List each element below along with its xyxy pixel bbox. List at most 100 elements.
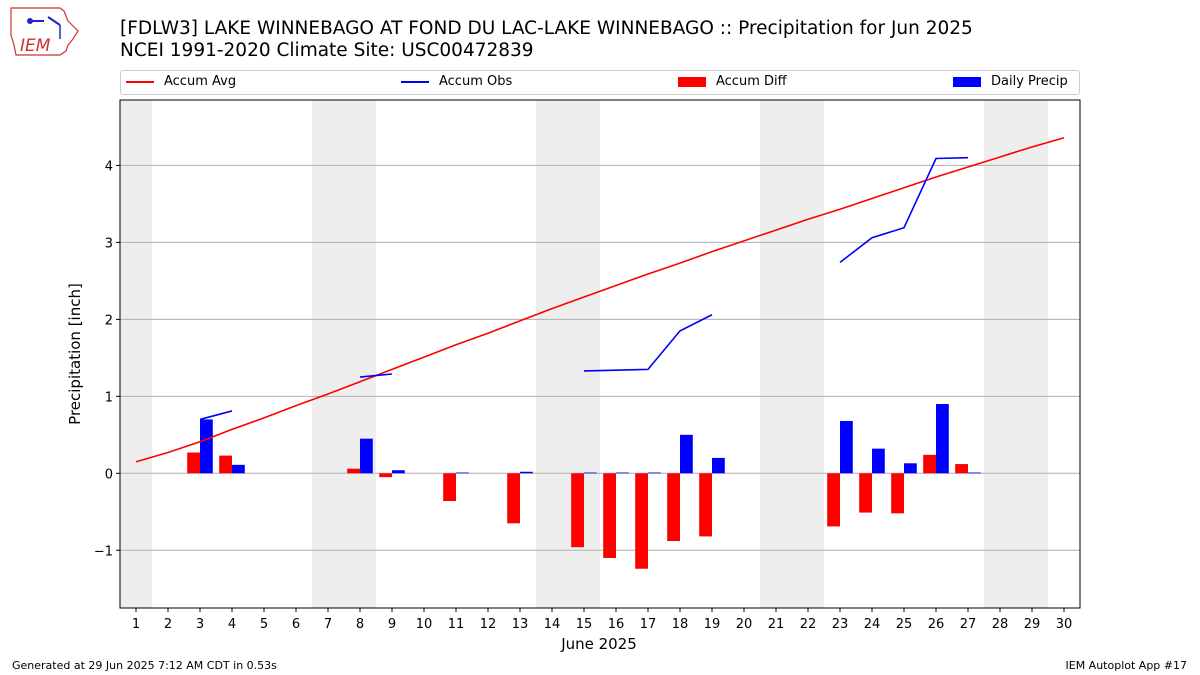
daily-precip-bar-day-26 xyxy=(936,404,949,474)
accum-diff-bar-day-13 xyxy=(507,473,520,524)
legend-item-accum-obs: Accum Obs xyxy=(401,74,512,89)
y-tick-label-0: 0 xyxy=(105,467,113,482)
legend-swatch-accum-obs xyxy=(401,80,429,83)
daily-precip-bar-day-13 xyxy=(520,471,533,474)
x-tick-label-24: 24 xyxy=(864,617,881,632)
x-tick-label-7: 7 xyxy=(324,617,332,632)
x-tick-label-27: 27 xyxy=(960,617,977,632)
accum-diff-bar-day-17 xyxy=(635,473,648,569)
daily-precip-bar-day-25 xyxy=(904,463,917,474)
accum-diff-bar-day-23 xyxy=(827,473,840,527)
weekend-shading xyxy=(120,100,1048,608)
accum-diff-bar-day-3 xyxy=(187,452,200,474)
x-tick-label-25: 25 xyxy=(896,617,913,632)
x-tick-label-21: 21 xyxy=(768,617,785,632)
x-tick-label-12: 12 xyxy=(480,617,497,632)
x-tick-label-3: 3 xyxy=(196,617,204,632)
weekend-shade-day-22 xyxy=(792,100,824,608)
accum-diff-bar-day-9 xyxy=(379,473,392,478)
legend-label-accum-diff: Accum Diff xyxy=(716,74,787,89)
y-tick-label-4: 4 xyxy=(105,159,113,174)
x-tick-label-18: 18 xyxy=(672,617,689,632)
accum-diff-bar-day-24 xyxy=(859,473,872,513)
legend-item-daily-precip: Daily Precip xyxy=(953,74,1068,89)
grid-lines xyxy=(120,164,1080,551)
x-tick-label-5: 5 xyxy=(260,617,268,632)
weekend-shade-day-21 xyxy=(760,100,792,608)
chart-title: [FDLW3] LAKE WINNEBAGO AT FOND DU LAC-LA… xyxy=(120,18,973,62)
daily-precip-bar-day-18 xyxy=(680,434,693,474)
legend-item-accum-diff: Accum Diff xyxy=(678,74,787,89)
axis-ticks: 1 2 3 4 5 6 7 8 9 10 11 12 13 14 15 16 17 18 19 20 21 22 23 24 2… xyxy=(94,159,1072,632)
x-tick-label-28: 28 xyxy=(992,617,1009,632)
weekend-shade-day-8 xyxy=(344,100,376,608)
y-tick-label-1: 1 xyxy=(105,390,113,405)
x-tick-label-20: 20 xyxy=(736,617,753,632)
daily-precip-bar-day-3 xyxy=(200,419,213,474)
accum-diff-bar-day-18 xyxy=(667,473,680,542)
daily-precip-bar-day-27 xyxy=(968,472,981,474)
weekend-shade-day-28 xyxy=(984,100,1016,608)
x-tick-label-2: 2 xyxy=(164,617,172,632)
legend-label-daily-precip: Daily Precip xyxy=(991,74,1068,89)
daily-precip-bar-day-16 xyxy=(616,472,629,474)
daily-precip-bar-day-19 xyxy=(712,457,725,474)
accum-diff-bar-day-11 xyxy=(443,473,456,502)
accum-diff-bar-day-4 xyxy=(219,455,232,474)
x-tick-label-16: 16 xyxy=(608,617,625,632)
x-tick-label-10: 10 xyxy=(416,617,433,632)
x-tick-label-19: 19 xyxy=(704,617,721,632)
accum-diff-bar-day-26 xyxy=(923,454,936,474)
x-tick-label-14: 14 xyxy=(544,617,561,632)
title-line-1: [FDLW3] LAKE WINNEBAGO AT FOND DU LAC-LA… xyxy=(120,18,973,39)
weekend-shade-day-14 xyxy=(536,100,568,608)
x-tick-label-9: 9 xyxy=(388,617,396,632)
daily-precip-bar-day-8 xyxy=(360,438,373,474)
daily-precip-bar-day-23 xyxy=(840,420,853,474)
x-tick-label-1: 1 xyxy=(132,617,140,632)
x-tick-label-8: 8 xyxy=(356,617,364,632)
daily-precip-bar-day-9 xyxy=(392,470,405,474)
x-tick-label-6: 6 xyxy=(292,617,300,632)
legend-swatch-accum-diff xyxy=(678,76,706,87)
x-tick-label-22: 22 xyxy=(800,617,817,632)
x-tick-label-17: 17 xyxy=(640,617,657,632)
y-axis-label: Precipitation [inch] xyxy=(66,283,84,425)
weekend-shade-day-7 xyxy=(312,100,344,608)
accum-diff-bar-day-8 xyxy=(347,468,360,474)
lines xyxy=(135,136,1065,463)
footer-app-id: IEM Autoplot App #17 xyxy=(1065,659,1188,672)
weekend-shade-day-29 xyxy=(1016,100,1048,608)
accum-obs-line-segment-2 xyxy=(359,373,393,378)
x-axis-label: June 2025 xyxy=(560,635,637,653)
y-tick-label-3: 3 xyxy=(105,236,113,251)
x-tick-label-29: 29 xyxy=(1024,617,1041,632)
y-tick-label-2: 2 xyxy=(105,313,113,328)
accum-diff-bar-day-15 xyxy=(571,473,584,548)
accum-obs-line-segment-4 xyxy=(839,156,969,264)
weekend-shade-day-1 xyxy=(120,100,152,608)
daily-precip-bar-day-15 xyxy=(584,472,597,474)
daily-precip-bar-day-24 xyxy=(872,448,885,474)
bars xyxy=(187,404,981,569)
iem-logo: IEM xyxy=(8,5,80,59)
footer-generated: Generated at 29 Jun 2025 7:12 AM CDT in … xyxy=(12,659,277,672)
title-line-2: NCEI 1991-2020 Climate Site: USC00472839 xyxy=(120,40,534,61)
y-tick-label--1: −1 xyxy=(94,544,113,559)
accum-obs-line-segment-3 xyxy=(583,314,713,372)
x-tick-label-11: 11 xyxy=(448,617,465,632)
x-tick-label-15: 15 xyxy=(576,617,593,632)
x-tick-label-26: 26 xyxy=(928,617,945,632)
chart-legend: Accum Avg Accum Obs Accum Diff Daily Pre… xyxy=(120,70,1080,95)
daily-precip-bar-day-11 xyxy=(456,472,469,474)
legend-swatch-accum-avg xyxy=(126,80,154,83)
accum-obs-line-segment-1 xyxy=(199,410,233,421)
plot-frame xyxy=(119,99,1081,609)
logo-text: IEM xyxy=(20,36,51,56)
x-tick-label-30: 30 xyxy=(1056,617,1073,632)
legend-label-accum-avg: Accum Avg xyxy=(164,74,237,89)
accum-diff-bar-day-19 xyxy=(699,473,712,537)
daily-precip-bar-day-4 xyxy=(232,464,245,474)
accum-avg-line xyxy=(135,136,1065,463)
